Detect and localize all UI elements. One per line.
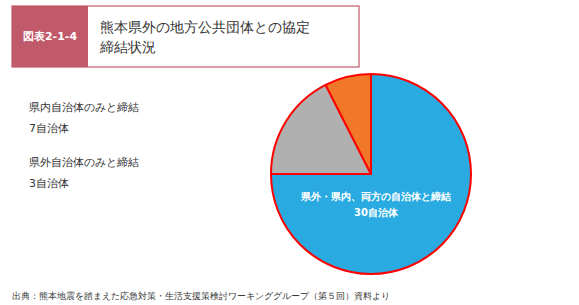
annotation-value-label: 3自治体	[29, 177, 69, 190]
annotations: 県内自治体のみと締結 7自治体県外自治体のみと締結 3自治体	[29, 101, 139, 190]
header-border	[12, 6, 359, 67]
title-line: 熊本県外の地方公共団体との協定	[100, 19, 310, 35]
title: 熊本県外の地方公共団体との協定締結状況	[99, 19, 310, 55]
annotation-category: 県外自治体のみと締結	[29, 156, 139, 169]
figure-label: 図表2-1-4	[23, 30, 77, 43]
slice-value-label: 30自治体	[354, 207, 399, 218]
chart-canvas: 図表2-1-4 熊本県外の地方公共団体との協定締結状況県外・県内、両方の自治体と締…	[0, 0, 579, 305]
source: 出典：熊本地震を踏まえた応急対策・生活支援策検討ワーキンググループ（第５回）資料…	[12, 291, 390, 301]
pie-slice	[326, 74, 371, 174]
slice-label: 県外・県内、両方の自治体と締結 30自治体	[300, 191, 451, 218]
pie	[271, 74, 471, 274]
header-label-box	[12, 6, 88, 67]
slice-category: 県外・県内、両方の自治体と締結	[300, 191, 451, 202]
pie-slice	[271, 74, 471, 274]
header: 図表2-1-4 熊本県外の地方公共団体との協定締結状況	[12, 6, 359, 67]
annotation-value-label: 7自治体	[29, 122, 69, 135]
title-line: 締結状況	[99, 39, 156, 55]
annotation-category: 県内自治体のみと締結	[29, 101, 139, 114]
